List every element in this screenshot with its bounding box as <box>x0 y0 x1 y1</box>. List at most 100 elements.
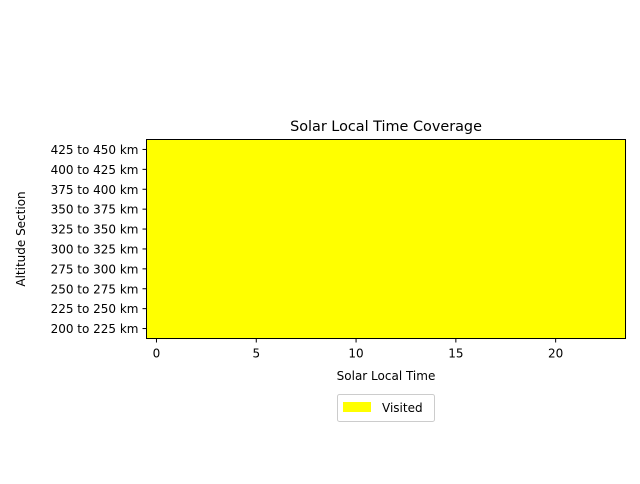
heatmap-cell <box>186 159 207 180</box>
heatmap-cell <box>485 239 507 260</box>
heatmap-cell <box>326 278 347 300</box>
heatmap-cell <box>465 159 487 180</box>
heatmap-cell <box>565 179 587 200</box>
heatmap-cell <box>206 139 227 160</box>
y-tick-label: 275 to 300 km <box>51 262 139 276</box>
heatmap-cell <box>306 318 327 340</box>
heatmap-cell <box>545 278 567 300</box>
heatmap-cell <box>146 278 168 300</box>
heatmap-cell <box>505 179 527 200</box>
heatmap-cells <box>146 139 627 340</box>
heatmap-cell <box>525 298 547 320</box>
y-tick-label: 250 to 275 km <box>51 282 139 296</box>
heatmap-cell <box>146 258 168 280</box>
heatmap-cell <box>286 159 307 180</box>
x-tick-label: 0 <box>153 347 161 361</box>
chart-title: Solar Local Time Coverage <box>290 119 482 135</box>
heatmap-cell <box>545 219 567 240</box>
y-tick-label: 200 to 225 km <box>51 322 139 336</box>
heatmap-cell <box>366 139 387 160</box>
heatmap-cell <box>405 258 427 280</box>
heatmap-cell <box>146 239 168 260</box>
x-axis-ticks: 0 5 10 15 20 <box>153 338 563 361</box>
heatmap-cell <box>306 278 327 300</box>
heatmap-cell <box>366 239 387 260</box>
heatmap-cell <box>206 258 227 280</box>
y-tick-label: 350 to 375 km <box>51 203 139 217</box>
heatmap-cell <box>565 278 587 300</box>
heatmap-cell <box>206 179 227 200</box>
heatmap-cell <box>326 239 347 260</box>
heatmap-cell <box>306 179 327 200</box>
heatmap-cell <box>465 318 487 340</box>
heatmap-cell <box>425 219 447 240</box>
heatmap-cell <box>525 159 547 180</box>
heatmap-cell <box>286 219 307 240</box>
heatmap-cell <box>346 179 367 200</box>
heatmap-cell <box>525 179 547 200</box>
legend-label-visited: Visited <box>382 401 423 415</box>
heatmap-cell <box>525 219 547 240</box>
heatmap-cell <box>425 159 447 180</box>
heatmap-cell <box>505 258 527 280</box>
heatmap-cell <box>465 199 487 220</box>
heatmap-cell <box>166 139 188 160</box>
heatmap-cell <box>386 258 407 280</box>
heatmap-cell <box>286 239 307 260</box>
heatmap-cell <box>266 258 287 280</box>
heatmap-cell <box>326 159 347 180</box>
heatmap-cell <box>166 318 188 340</box>
heatmap-cell <box>386 278 407 300</box>
heatmap-cell <box>445 219 467 240</box>
heatmap-cell <box>565 258 587 280</box>
heatmap-cell <box>166 278 188 300</box>
heatmap-cell <box>286 179 307 200</box>
axes-frame <box>146 139 626 339</box>
heatmap-cell <box>485 219 507 240</box>
heatmap-cell <box>246 318 267 340</box>
heatmap-cell <box>505 199 527 220</box>
heatmap-cell <box>166 199 188 220</box>
heatmap-cell <box>226 239 247 260</box>
heatmap-cell <box>166 298 188 320</box>
x-axis-label: Solar Local Time <box>337 369 436 383</box>
heatmap-cell <box>266 179 287 200</box>
heatmap-cell <box>445 159 467 180</box>
heatmap-cell <box>246 298 267 320</box>
heatmap-cell <box>226 278 247 300</box>
heatmap-cell <box>266 219 287 240</box>
heatmap-cell <box>306 298 327 320</box>
heatmap-cell <box>386 159 407 180</box>
heatmap-cell <box>405 219 427 240</box>
y-tick-label: 375 to 400 km <box>51 183 139 197</box>
heatmap-cell <box>565 318 587 340</box>
heatmap-cell <box>405 278 427 300</box>
heatmap-cell <box>545 318 567 340</box>
heatmap-cell <box>585 239 607 260</box>
heatmap-cell <box>366 258 387 280</box>
heatmap-cell <box>605 179 627 200</box>
heatmap-cell <box>545 159 567 180</box>
heatmap-cell <box>326 258 347 280</box>
heatmap-cell <box>585 219 607 240</box>
x-tick-label: 20 <box>548 347 563 361</box>
heatmap-cell <box>326 179 347 200</box>
heatmap-cell <box>485 298 507 320</box>
heatmap-cell <box>166 239 188 260</box>
heatmap-cell <box>186 298 207 320</box>
heatmap-cell <box>465 258 487 280</box>
heatmap-cell <box>585 258 607 280</box>
heatmap-cell <box>266 139 287 160</box>
heatmap-cell <box>226 318 247 340</box>
heatmap-cell <box>445 179 467 200</box>
heatmap-cell <box>565 239 587 260</box>
heatmap-cell <box>286 199 307 220</box>
heatmap-cell <box>605 278 627 300</box>
heatmap-cell <box>206 318 227 340</box>
heatmap-cell <box>605 318 627 340</box>
heatmap-cell <box>246 199 267 220</box>
heatmap-cell <box>306 139 327 160</box>
heatmap-cell <box>485 318 507 340</box>
heatmap-cell <box>425 199 447 220</box>
